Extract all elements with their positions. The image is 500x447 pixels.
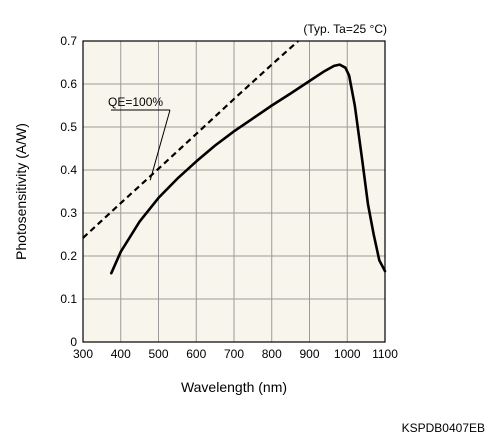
y-tick-label: 0.7 (60, 34, 77, 48)
x-tick-label: 500 (148, 347, 168, 361)
tick-labels: 300 400 500 600 700 800 900 1000 1100 0 0.1 0.2 0.3 0… (60, 34, 398, 361)
y-tick-label: 0 (70, 335, 77, 349)
y-tick-label: 0.4 (60, 163, 77, 177)
plot-frame (82, 40, 386, 343)
x-tick-label: 700 (224, 347, 244, 361)
x-tick-label: 1000 (334, 347, 361, 361)
y-tick-label: 0.2 (60, 249, 77, 263)
x-tick-label: 1100 (372, 347, 398, 361)
y-axis-label: Photosensitivity (A/W) (13, 123, 29, 260)
y-tick-label: 0.3 (60, 206, 77, 220)
photosensitivity-curve (110, 63, 387, 275)
x-tick-label: 800 (262, 347, 282, 361)
y-tick-label: 0.5 (60, 120, 77, 134)
x-tick-label: 300 (73, 347, 93, 361)
annotation-leader (149, 109, 171, 181)
qe100-reference-line (82, 40, 299, 239)
series-group (82, 40, 387, 275)
x-tick-label: 400 (111, 347, 131, 361)
y-tick-label: 0.6 (60, 77, 77, 91)
grid-lines (83, 41, 385, 342)
x-tick-label: 600 (186, 347, 206, 361)
measurement-condition: (Typ. Ta=25 °C) (303, 22, 387, 36)
x-tick-label: 900 (299, 347, 319, 361)
figure-code: KSPDB0407EB (402, 421, 485, 435)
qe100-label: QE=100% (108, 95, 163, 109)
y-tick-label: 0.1 (60, 292, 77, 306)
x-axis-label: Wavelength (nm) (181, 379, 287, 395)
annotation-group: QE=100% (108, 95, 171, 181)
